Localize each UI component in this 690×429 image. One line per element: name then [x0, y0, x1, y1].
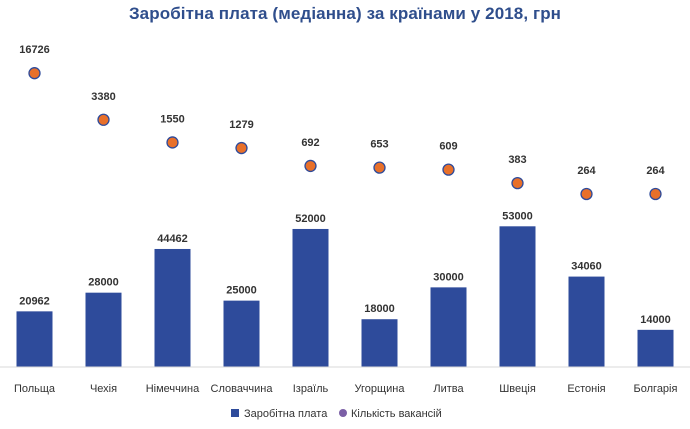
category-label-3: Словаччина	[211, 383, 274, 395]
bar-2	[154, 248, 191, 367]
dot-3	[235, 141, 248, 155]
chart-title: Заробітна плата (медіанна) за країнами у…	[128, 4, 562, 23]
dot-0	[28, 67, 41, 80]
bar-value-label-0: 20962	[19, 295, 50, 307]
legend-label-dot: Кількість вакансій	[351, 408, 442, 420]
legend-label-bar: Заробітна плата	[244, 408, 328, 420]
dot-value-label-7: 383	[508, 154, 526, 166]
legend-swatch-bar	[231, 409, 239, 417]
dot-value-label-9: 264	[646, 165, 665, 177]
dot-7	[511, 177, 524, 190]
bars-layer: 20962 28000 44462 25000 52000 18000 30000 53000…	[16, 210, 674, 367]
category-label-6: Литва	[433, 383, 464, 395]
dot-5	[373, 161, 386, 174]
dot-value-label-5: 653	[370, 139, 388, 151]
category-label-7: Швеція	[499, 383, 536, 395]
bar-value-label-2: 44462	[157, 233, 188, 245]
category-label-9: Болгарія	[634, 383, 678, 395]
category-label-5: Угорщина	[355, 383, 406, 395]
bar-6	[430, 287, 467, 367]
dot-8	[580, 187, 593, 201]
dot-1	[97, 113, 110, 126]
dot-value-label-4: 692	[301, 137, 319, 149]
category-label-2: Німеччина	[146, 383, 200, 395]
bar-9	[637, 329, 674, 367]
dot-6	[442, 163, 455, 176]
category-label-8: Естонія	[567, 383, 605, 395]
bar-value-label-1: 28000	[88, 277, 119, 289]
dot-value-label-1: 3380	[91, 91, 115, 103]
bar-3	[223, 300, 260, 367]
category-label-1: Чехія	[90, 383, 117, 395]
bar-value-label-5: 18000	[364, 303, 395, 315]
legend: Заробітна плата Кількість вакансій	[231, 408, 442, 420]
bar-7	[499, 226, 536, 367]
category-label-0: Польща	[14, 383, 56, 395]
dot-2	[166, 136, 179, 149]
bar-value-label-4: 52000	[295, 213, 326, 225]
bar-0	[16, 311, 53, 367]
bar-4	[292, 228, 329, 367]
bar-value-label-9: 14000	[640, 314, 671, 326]
dot-value-label-6: 609	[439, 141, 457, 153]
category-labels: Польща Чехія Німеччина Словаччина Ізраїль Уго…	[14, 383, 678, 395]
dot-4	[304, 159, 317, 173]
category-label-4: Ізраїль	[293, 383, 329, 395]
dot-value-label-8: 264	[577, 165, 596, 177]
bar-value-label-3: 25000	[226, 285, 257, 297]
legend-swatch-dot	[339, 409, 347, 417]
bar-value-label-8: 34060	[571, 261, 602, 273]
dot-value-label-3: 1279	[229, 119, 253, 131]
bar-1	[85, 292, 122, 367]
bar-value-label-7: 53000	[502, 210, 533, 222]
dot-9	[649, 187, 662, 201]
bar-value-label-6: 30000	[433, 271, 464, 283]
dot-value-label-2: 1550	[160, 113, 184, 125]
bar-8	[568, 276, 605, 367]
bar-5	[361, 319, 398, 367]
dots-layer: 16726 3380 1550 1279 692 653 609 383 264 264	[19, 44, 666, 201]
dot-value-label-0: 16726	[19, 44, 50, 56]
